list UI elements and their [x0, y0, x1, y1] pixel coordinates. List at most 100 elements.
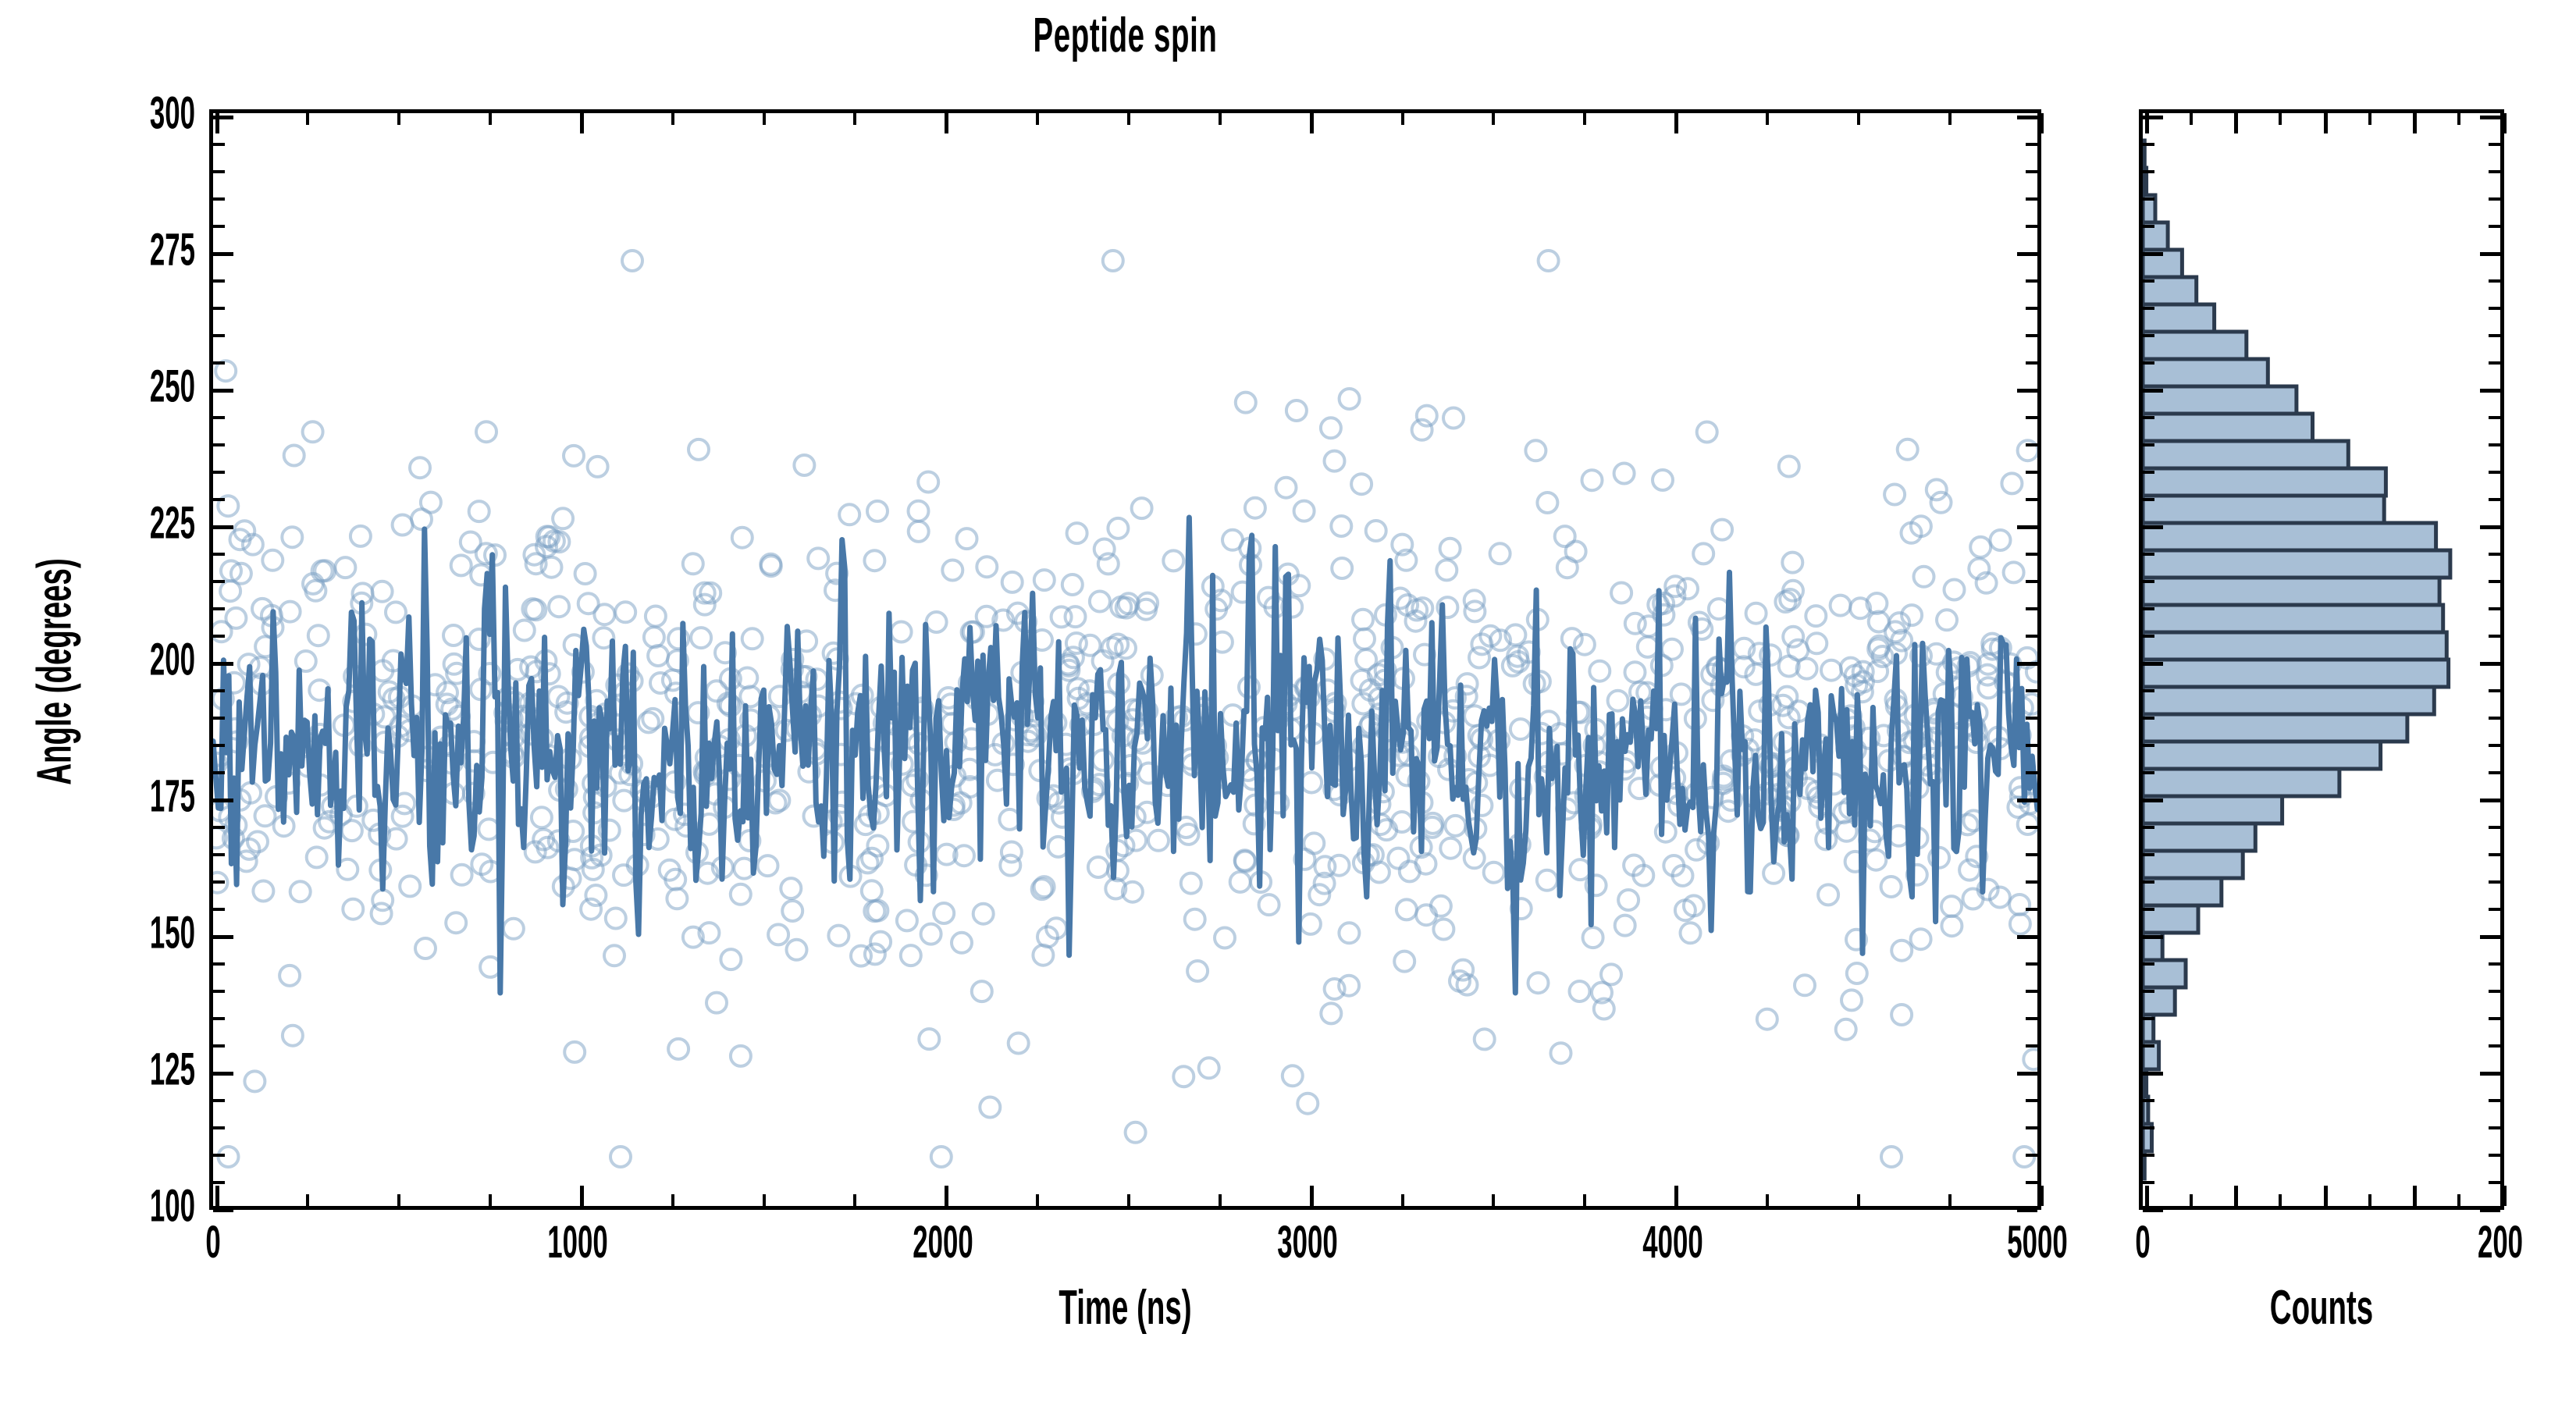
- hist-y-tick: [2143, 1126, 2154, 1129]
- hist-y-tick: [2143, 579, 2154, 583]
- hist-y-tick-right: [2480, 934, 2500, 939]
- hist-y-tick: [2143, 1098, 2154, 1102]
- histogram-bar: [2143, 630, 2449, 662]
- hist-y-tick: [2143, 306, 2154, 310]
- y-minor-tick-right: [2026, 1126, 2037, 1129]
- hist-y-tick: [2143, 142, 2154, 146]
- x-axis-title: Time (ns): [1059, 1281, 1192, 1335]
- y-minor-tick: [213, 197, 225, 201]
- y-minor-tick: [213, 743, 225, 747]
- hist-x-tick-top: [2502, 113, 2507, 133]
- y-minor-tick: [213, 1153, 225, 1157]
- y-minor-tick: [213, 1016, 225, 1020]
- y-minor-tick-right: [2026, 1016, 2037, 1020]
- hist-y-tick: [2143, 552, 2154, 556]
- x-minor-tick: [489, 1194, 493, 1206]
- x-tick-label: 4000: [1642, 1217, 1703, 1268]
- x-major-tick: [2039, 1186, 2044, 1206]
- hist-x-tick: [2189, 1194, 2193, 1206]
- hist-y-tick-right: [2480, 115, 2500, 119]
- y-minor-tick: [213, 579, 225, 583]
- hist-x-tick-top: [2144, 113, 2149, 133]
- histogram-bar: [2143, 411, 2314, 443]
- hist-y-tick: [2143, 934, 2163, 939]
- hist-y-tick-right: [2489, 1153, 2500, 1157]
- y-major-tick-right: [2017, 661, 2037, 666]
- hist-y-tick: [2143, 962, 2154, 966]
- y-major-tick: [213, 934, 233, 939]
- main-plot-area: [213, 113, 2037, 1206]
- hist-y-tick-right: [2489, 1016, 2500, 1020]
- y-minor-tick: [213, 497, 225, 501]
- hist-y-tick: [2143, 169, 2154, 173]
- x-minor-tick-top: [1036, 113, 1040, 125]
- y-minor-tick: [213, 716, 225, 720]
- hist-y-tick-right: [2489, 1180, 2500, 1184]
- y-minor-tick: [213, 770, 225, 774]
- hist-y-tick: [2143, 1180, 2154, 1184]
- hist-y-tick-right: [2489, 333, 2500, 337]
- y-minor-tick-right: [2026, 497, 2037, 501]
- hist-y-tick: [2143, 224, 2154, 228]
- hist-x-tick-top: [2457, 113, 2461, 125]
- hist-y-tick-right: [2489, 989, 2500, 993]
- hist-y-tick: [2143, 333, 2154, 337]
- y-major-tick: [213, 525, 233, 529]
- x-minor-tick-top: [853, 113, 857, 125]
- y-minor-tick-right: [2026, 197, 2037, 201]
- histogram-bar: [2143, 575, 2442, 607]
- histogram-bar: [2143, 138, 2147, 170]
- hist-y-tick: [2143, 825, 2154, 829]
- y-major-tick: [213, 388, 233, 393]
- histogram-bar: [2143, 329, 2249, 361]
- hist-y-tick: [2143, 852, 2154, 856]
- hist-x-tick-label: 0: [2135, 1217, 2151, 1268]
- x-tick-label: 3000: [1277, 1217, 1338, 1268]
- hist-x-tick: [2502, 1186, 2507, 1206]
- y-minor-tick-right: [2026, 743, 2037, 747]
- hist-x-axis-title: Counts: [2269, 1281, 2374, 1335]
- hist-y-tick: [2143, 989, 2154, 993]
- y-minor-tick-right: [2026, 606, 2037, 610]
- hist-x-tick-top: [2279, 113, 2282, 125]
- histogram-plot-area: [2143, 113, 2500, 1206]
- x-minor-tick: [1036, 1194, 1040, 1206]
- y-minor-tick-right: [2026, 279, 2037, 283]
- histogram-bar: [2143, 466, 2388, 498]
- hist-y-tick-right: [2489, 306, 2500, 310]
- hist-y-tick: [2143, 443, 2154, 446]
- hist-y-tick: [2143, 497, 2154, 501]
- x-minor-tick: [397, 1194, 401, 1206]
- main-plot-axes: [209, 109, 2044, 1212]
- x-minor-tick-top: [1400, 113, 1404, 125]
- hist-y-tick: [2143, 115, 2163, 119]
- hist-y-tick: [2143, 1153, 2154, 1157]
- y-tick-label: 225: [149, 497, 195, 549]
- y-major-tick: [213, 251, 233, 256]
- y-minor-tick: [213, 224, 225, 228]
- trace-line: [213, 514, 2037, 996]
- y-major-tick-right: [2017, 525, 2037, 529]
- histogram-bar: [2143, 384, 2299, 416]
- y-minor-tick: [213, 907, 225, 911]
- y-minor-tick-right: [2026, 333, 2037, 337]
- hist-y-tick: [2143, 880, 2154, 884]
- hist-y-tick-right: [2480, 798, 2500, 802]
- y-minor-tick-right: [2026, 361, 2037, 365]
- x-tick-label: 1000: [547, 1217, 609, 1268]
- hist-y-tick: [2143, 1016, 2154, 1020]
- x-minor-tick-top: [397, 113, 401, 125]
- hist-y-tick-right: [2489, 688, 2500, 692]
- hist-y-tick-right: [2489, 497, 2500, 501]
- x-major-tick-top: [1309, 113, 1314, 133]
- y-minor-tick: [213, 1098, 225, 1102]
- hist-y-tick-right: [2480, 1208, 2500, 1212]
- y-minor-tick-right: [2026, 415, 2037, 419]
- hist-y-tick: [2143, 907, 2154, 911]
- hist-x-tick: [2279, 1194, 2282, 1206]
- hist-y-tick-right: [2489, 743, 2500, 747]
- hist-x-tick: [2323, 1186, 2328, 1206]
- y-major-tick-right: [2017, 388, 2037, 393]
- x-minor-tick: [1583, 1194, 1587, 1206]
- hist-y-tick-right: [2489, 1098, 2500, 1102]
